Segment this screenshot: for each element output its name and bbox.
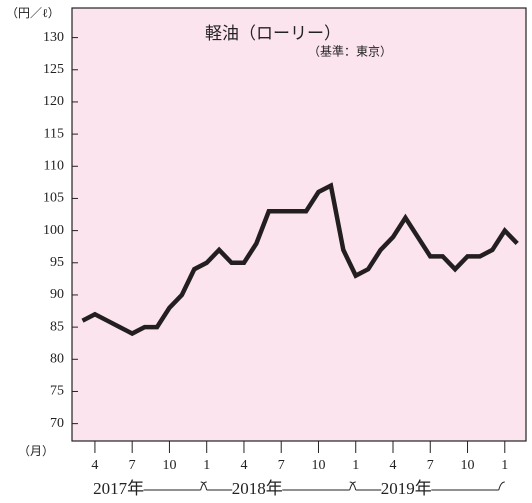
y-tick-label: 75: [50, 384, 64, 399]
y-tick-label: 85: [50, 319, 64, 334]
year-bracket: [200, 481, 207, 491]
x-tick-label: 10: [311, 458, 325, 473]
year-label: 2019年: [381, 479, 432, 498]
y-tick-label: 110: [44, 158, 64, 173]
x-tick-label: 4: [240, 458, 247, 473]
x-tick-label: 4: [390, 458, 397, 473]
x-unit-label: （月）: [18, 444, 54, 458]
year-bracket: [349, 481, 356, 491]
y-tick-label: 100: [43, 223, 64, 238]
x-tick-label: 7: [129, 458, 136, 473]
y-tick-label: 120: [43, 94, 64, 109]
year-label: 2017年: [93, 479, 144, 498]
y-tick-label: 130: [43, 30, 64, 45]
data-line: [81, 182, 519, 337]
y-tick-label: 125: [43, 62, 64, 77]
x-tick-label: 1: [203, 458, 210, 473]
x-tick-label: 1: [352, 458, 359, 473]
y-tick-label: 80: [50, 352, 64, 367]
x-tick-label: 4: [91, 458, 98, 473]
x-tick-label: 7: [278, 458, 285, 473]
year-bracket: [349, 481, 357, 491]
y-tick-label: 70: [50, 416, 64, 431]
plot-area: [71, 7, 527, 442]
y-tick-label: 115: [44, 126, 64, 141]
x-tick-label: 10: [461, 458, 475, 473]
year-bracket: [200, 481, 208, 491]
y-tick-label: 90: [50, 287, 64, 302]
y-unit-label: （円／ℓ）: [6, 6, 60, 20]
x-tick-label: 7: [427, 458, 434, 473]
chart-subtitle: （基準：東京）: [308, 44, 392, 59]
x-tick-label: 1: [501, 458, 508, 473]
x-tick-label: 10: [162, 458, 176, 473]
year-bracket: [498, 481, 505, 491]
y-tick-label: 105: [43, 191, 64, 206]
y-tick-label: 95: [50, 255, 64, 270]
chart-title: 軽油（ローリー）: [205, 24, 341, 44]
year-label: 2018年: [232, 479, 283, 498]
